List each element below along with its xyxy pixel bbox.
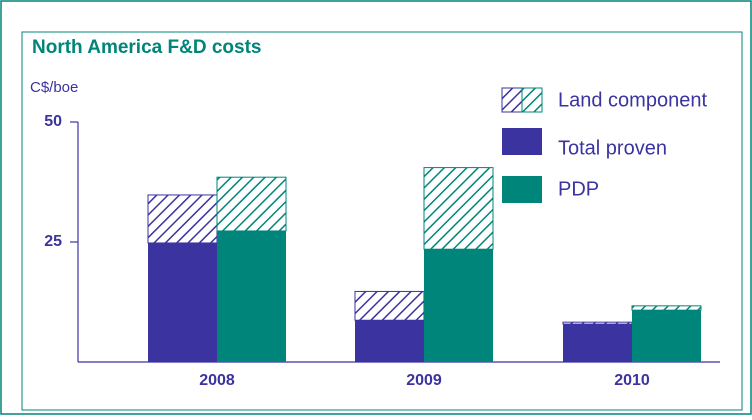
land-segment	[562, 321, 633, 325]
panel	[21, 31, 743, 411]
land-segment	[354, 290, 425, 321]
legend-swatch	[502, 176, 542, 203]
y-tick-label: 25	[44, 233, 62, 250]
x-tick-label: 2009	[406, 372, 442, 389]
land-segment	[423, 167, 494, 250]
legend-swatch-land	[521, 87, 543, 113]
bar	[632, 310, 701, 362]
legend-swatch-land	[501, 87, 523, 113]
x-tick-label: 2008	[199, 372, 235, 389]
legend-swatch	[502, 128, 542, 155]
legend-label: Land component	[558, 89, 707, 111]
bar	[563, 324, 632, 362]
land-segment	[147, 194, 218, 244]
legend-label: Total proven	[558, 137, 667, 159]
bar	[355, 320, 424, 362]
land-segment	[216, 176, 287, 232]
bar	[424, 249, 493, 362]
y-axis-label: C$/boe	[30, 79, 78, 96]
land-segment	[631, 305, 702, 311]
bar	[148, 242, 217, 362]
y-tick-label: 50	[44, 113, 62, 130]
bar	[217, 230, 286, 362]
chart-title: North America F&D costs	[32, 37, 261, 58]
legend-label: PDP	[558, 178, 599, 200]
x-tick-label: 2010	[614, 372, 650, 389]
